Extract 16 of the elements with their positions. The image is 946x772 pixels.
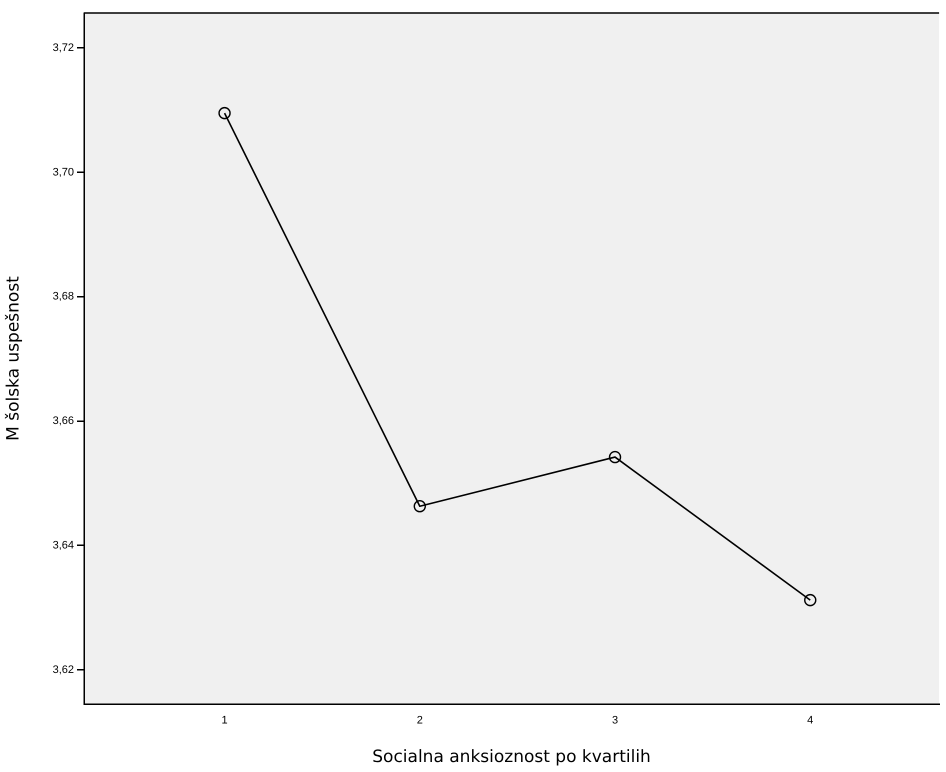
- point: [414, 500, 426, 512]
- point: [804, 594, 816, 606]
- y-tick-label: 3,66: [52, 415, 74, 428]
- point: [218, 106, 231, 120]
- y-tick-label: 3,62: [52, 664, 74, 676]
- x-tick-label: 3: [612, 714, 618, 727]
- y-tick-label: 3,68: [52, 290, 74, 303]
- y-tick-label: 3,70: [52, 166, 74, 178]
- x-tick-label: 4: [807, 714, 814, 727]
- x-tick-label: 2: [416, 714, 423, 727]
- point: [608, 450, 622, 464]
- y-tick-label: 3,64: [52, 539, 74, 552]
- y-tick-label: 3,72: [52, 42, 74, 54]
- y-axis-title: M šolska uspešnost: [4, 276, 24, 441]
- x-tick-label: 1: [222, 714, 228, 727]
- x-axis-title: Socialna anksioznost po kvartilih: [372, 747, 651, 768]
